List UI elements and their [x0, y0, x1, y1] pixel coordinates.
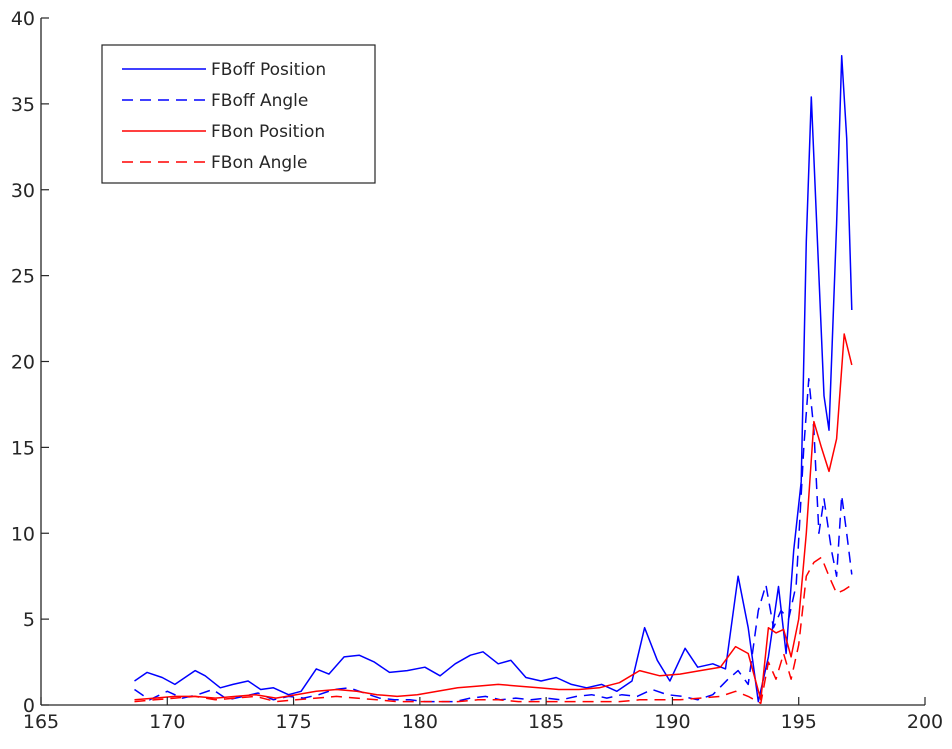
x-tick-label: 185	[528, 711, 564, 733]
y-tick-label: 10	[11, 523, 35, 545]
legend-label-3: FBon Position	[211, 122, 325, 142]
legend-box	[101, 44, 376, 184]
legend-label-1: FBoff Position	[211, 60, 326, 80]
y-tick-label: 30	[11, 180, 35, 202]
x-tick-label: 200	[907, 711, 943, 733]
x-tick-label: 170	[149, 711, 185, 733]
y-tick-label: 20	[11, 352, 35, 374]
series-line-2	[134, 377, 853, 703]
y-tick-label: 15	[11, 437, 35, 459]
y-tick-label: 0	[23, 695, 35, 717]
y-tick-label: 40	[11, 8, 35, 30]
x-tick-label: 180	[402, 711, 438, 733]
plot-area	[134, 55, 853, 705]
axes: 165 170 175 180 185 190 195 200 0 5 10 15 20 25 30 35 40	[11, 8, 943, 733]
legend: FBoff Position FBoff Angle FBon Position FB…	[101, 44, 376, 184]
legend-label-2: FBoff Angle	[211, 91, 308, 111]
x-tick-label: 175	[275, 711, 311, 733]
y-tick-label: 35	[11, 94, 35, 116]
x-tick-label: 195	[781, 711, 817, 733]
series-line-3	[134, 333, 853, 701]
series-line-1	[134, 55, 853, 703]
x-tick-label: 165	[23, 711, 59, 733]
x-tick-label: 190	[654, 711, 690, 733]
legend-label-4: FBon Angle	[211, 153, 307, 173]
y-tick-label: 5	[23, 609, 35, 631]
y-tick-label: 25	[11, 266, 35, 288]
series-line-4	[134, 556, 853, 705]
